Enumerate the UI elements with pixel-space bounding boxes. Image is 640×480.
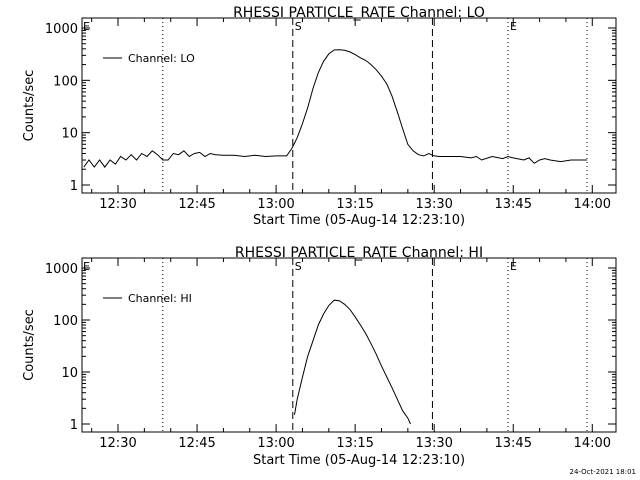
- x-tick-label: 12:45: [178, 197, 215, 212]
- x-tick-label: 14:00: [574, 197, 611, 212]
- footer-timestamp: 24-Oct-2021 18:01: [570, 468, 636, 476]
- x-tick-label: 13:30: [415, 436, 452, 451]
- y-tick-label: 1000: [45, 262, 78, 277]
- time-marker-label: E: [510, 260, 517, 273]
- y-tick-label: 100: [53, 314, 78, 329]
- time-marker-label: S: [295, 20, 302, 33]
- chart-title: RHESSI PARTICLE_RATE Channel: LO: [233, 5, 485, 21]
- series-line: [83, 49, 587, 168]
- panel-lo: RHESSI PARTICLE_RATE Channel: LO Start Ti…: [22, 5, 617, 228]
- time-marker-label: E: [510, 20, 517, 33]
- time-marker-label: S: [295, 260, 302, 273]
- x-tick-label: 13:30: [415, 197, 452, 212]
- y-tick-label: 10: [61, 366, 78, 381]
- plot-frame: [81, 257, 617, 433]
- y-tick-label: 1000: [45, 22, 78, 37]
- y-tick-label: 1: [70, 418, 78, 433]
- x-tick-label: 13:45: [495, 436, 532, 451]
- start-marker-label: E: [83, 20, 90, 33]
- series-line: [294, 299, 411, 425]
- x-tick-label: 13:15: [336, 436, 373, 451]
- panel-hi: RHESSI PARTICLE_RATE Channel: HI Start Ti…: [22, 245, 617, 468]
- x-tick-label: 13:15: [336, 197, 373, 212]
- plot-frame: [81, 17, 617, 194]
- y-tick-label: 10: [61, 127, 78, 142]
- x-tick-label: 13:00: [257, 436, 294, 451]
- y-axis-label: Counts/sec: [22, 309, 37, 381]
- y-tick-label: 1: [70, 179, 78, 194]
- legend-label: Channel: HI: [128, 292, 192, 305]
- x-axis-label: Start Time (05-Aug-14 12:23:10): [253, 213, 465, 228]
- start-marker-label: E: [83, 260, 90, 273]
- x-tick-label: 12:30: [99, 197, 136, 212]
- x-tick-label: 14:00: [574, 436, 611, 451]
- x-tick-label: 12:45: [178, 436, 215, 451]
- chart-title: RHESSI PARTICLE_RATE Channel: HI: [235, 245, 483, 261]
- legend-label: Channel: LO: [128, 52, 195, 65]
- x-tick-label: 13:00: [257, 197, 294, 212]
- y-tick-label: 100: [53, 74, 78, 89]
- x-tick-label: 13:45: [495, 197, 532, 212]
- x-tick-label: 12:30: [99, 436, 136, 451]
- x-axis-label: Start Time (05-Aug-14 12:23:10): [253, 453, 465, 468]
- y-axis-label: Counts/sec: [22, 70, 37, 142]
